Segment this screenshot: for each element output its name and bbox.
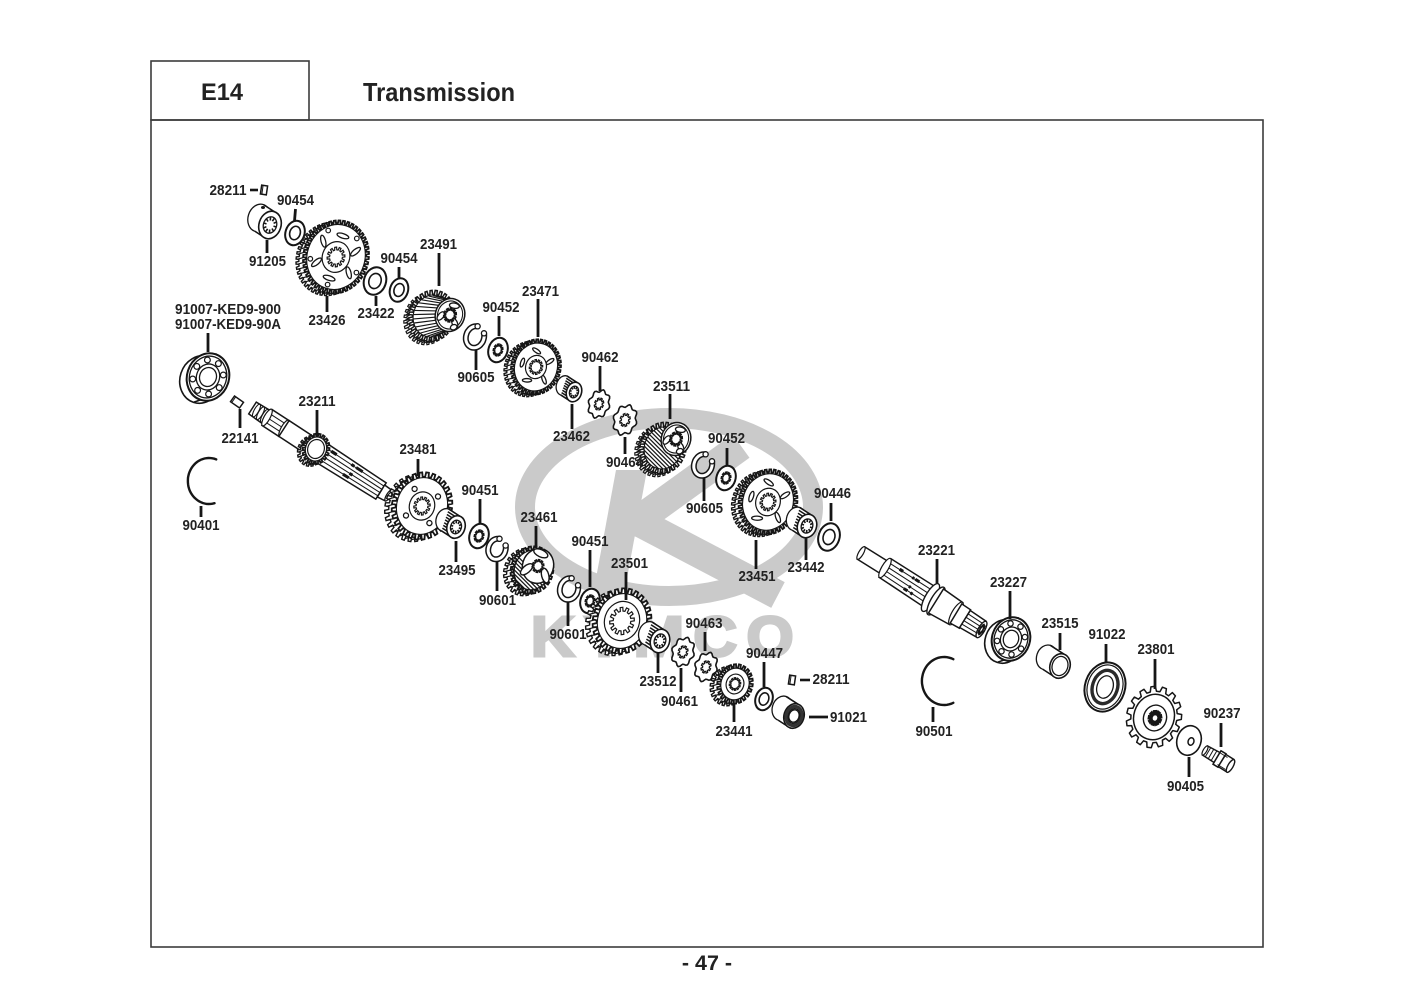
svg-text:90451: 90451 (572, 533, 609, 550)
svg-text:91022: 91022 (1089, 626, 1126, 643)
svg-text:90446: 90446 (814, 485, 851, 502)
svg-text:90454: 90454 (381, 250, 419, 267)
svg-text:E14: E14 (201, 80, 243, 106)
svg-text:90451: 90451 (462, 482, 499, 499)
svg-text:91205: 91205 (249, 253, 286, 270)
svg-text:23801: 23801 (1138, 641, 1175, 658)
svg-text:90452: 90452 (708, 430, 745, 447)
svg-text:90461: 90461 (661, 693, 698, 710)
svg-text:91007-KED9-900: 91007-KED9-900 (175, 301, 281, 318)
svg-text:23211: 23211 (299, 393, 336, 410)
svg-text:23422: 23422 (358, 305, 395, 322)
svg-text:23515: 23515 (1042, 615, 1079, 632)
svg-text:90454: 90454 (277, 192, 315, 209)
svg-text:- 47 -: - 47 - (682, 951, 732, 975)
svg-text:23481: 23481 (400, 441, 437, 458)
svg-text:23512: 23512 (640, 673, 677, 690)
svg-text:23441: 23441 (716, 723, 753, 740)
svg-text:23426: 23426 (309, 312, 346, 329)
svg-text:Transmission: Transmission (363, 77, 515, 107)
svg-text:22141: 22141 (222, 430, 259, 447)
svg-text:90452: 90452 (483, 299, 520, 316)
svg-text:23495: 23495 (439, 562, 476, 579)
svg-text:23501: 23501 (611, 555, 648, 572)
svg-text:28211: 28211 (813, 671, 850, 688)
svg-text:23491: 23491 (420, 236, 457, 253)
svg-text:23442: 23442 (788, 559, 825, 576)
svg-text:23221: 23221 (918, 542, 955, 559)
svg-text:23462: 23462 (553, 428, 590, 445)
svg-text:90462: 90462 (582, 349, 619, 366)
svg-text:90447: 90447 (746, 645, 783, 662)
svg-text:90605: 90605 (686, 500, 723, 517)
svg-text:23461: 23461 (521, 509, 558, 526)
svg-text:90605: 90605 (458, 369, 495, 386)
svg-text:90464: 90464 (606, 454, 644, 471)
svg-text:90501: 90501 (916, 723, 953, 740)
svg-text:91021: 91021 (830, 709, 867, 726)
svg-text:23511: 23511 (653, 378, 690, 395)
svg-text:90405: 90405 (1167, 778, 1204, 795)
svg-text:90463: 90463 (686, 615, 723, 632)
svg-text:91007-KED9-90A: 91007-KED9-90A (175, 316, 281, 333)
svg-text:28211: 28211 (210, 182, 247, 199)
svg-text:90401: 90401 (183, 517, 220, 534)
svg-text:90237: 90237 (1204, 705, 1241, 722)
svg-text:90601: 90601 (550, 626, 587, 643)
svg-text:23471: 23471 (522, 283, 559, 300)
svg-text:23227: 23227 (990, 574, 1027, 591)
svg-text:23451: 23451 (739, 568, 776, 585)
svg-text:90601: 90601 (479, 592, 516, 609)
